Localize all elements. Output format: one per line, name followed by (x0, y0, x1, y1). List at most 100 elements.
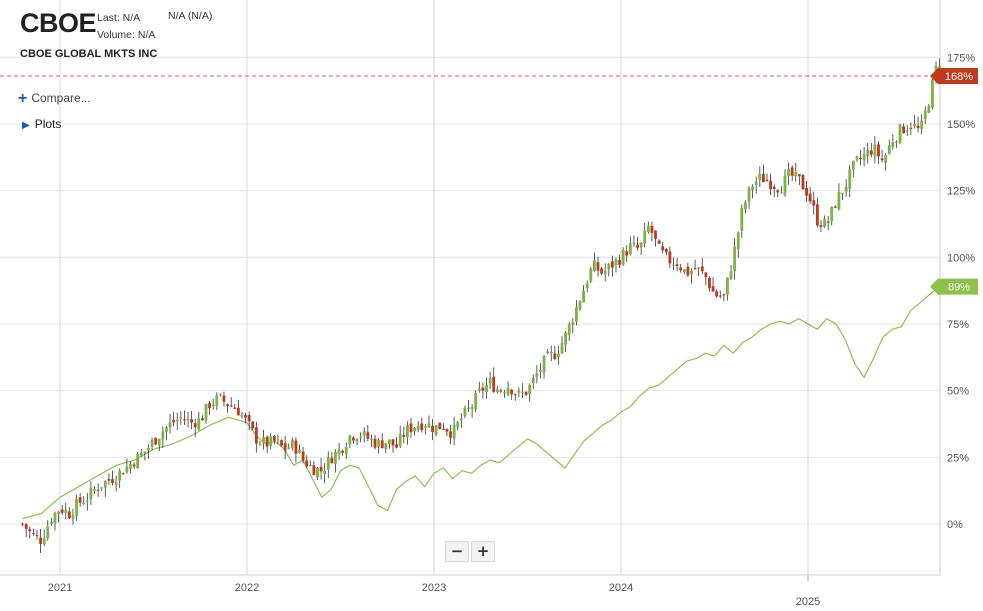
candle-body (204, 404, 208, 421)
candle-body (578, 301, 582, 310)
volume: Volume: N/A (97, 29, 156, 41)
candle-body (175, 419, 179, 422)
candle-body (71, 515, 75, 519)
candle-body (722, 294, 726, 296)
candle-body (334, 451, 337, 464)
candle-body (312, 465, 316, 476)
candle-body (524, 391, 528, 395)
candle-body (103, 481, 107, 488)
candle-body (139, 452, 143, 456)
candle-body (114, 482, 118, 485)
candle-body (531, 377, 535, 384)
candle-body (499, 390, 503, 392)
y-tick-label: 150% (947, 119, 975, 131)
candle-body (298, 449, 301, 454)
candle-body (672, 264, 675, 266)
candle-body (790, 167, 794, 176)
candle-body (553, 353, 557, 360)
candle-body (855, 156, 859, 160)
candle-body (600, 268, 603, 274)
candle-body (682, 269, 686, 273)
candle-body (869, 150, 873, 155)
candle-body (923, 110, 927, 120)
candle-body (517, 391, 521, 393)
y-axis: 0% 25% 50% 75% 100% 125% 150% 175% (947, 52, 975, 531)
compare-last-badge-shape (930, 278, 978, 295)
candle-body (913, 124, 916, 127)
candle-body (851, 160, 855, 170)
candlestick-series (21, 58, 942, 553)
candle-body (618, 260, 621, 265)
candle-body (352, 437, 355, 441)
candle-body (675, 264, 679, 267)
candle-body (452, 424, 456, 439)
candle-body (700, 266, 704, 272)
candle-body (844, 186, 848, 192)
candle-body (290, 439, 294, 449)
candle-body (488, 378, 492, 384)
candle-body (880, 158, 884, 161)
candle-body (100, 487, 104, 489)
candle-body (82, 502, 86, 505)
candle-body (535, 373, 539, 377)
candle-body (909, 127, 913, 129)
candle-body (416, 426, 420, 430)
candle-body (132, 464, 136, 467)
candle-body (819, 224, 823, 227)
candle-body (801, 174, 805, 190)
candle-body (898, 124, 902, 143)
candle-body (607, 263, 611, 270)
compare-button[interactable]: + Compare... (18, 90, 91, 108)
candle-body (603, 270, 607, 275)
candle-body (341, 450, 345, 453)
candle-body (121, 473, 125, 475)
plots-label: Plots (34, 117, 62, 131)
candle-body (564, 332, 568, 345)
candle-body (190, 419, 194, 423)
candle-body (161, 431, 165, 440)
compare-label: Compare... (31, 91, 91, 105)
candle-body (859, 157, 862, 159)
candle-body (222, 395, 226, 402)
candle-body (905, 130, 909, 132)
candle-body (46, 526, 50, 539)
candle-body (398, 434, 402, 447)
candle-body (625, 251, 629, 256)
candle-body (287, 447, 291, 449)
candle-body (585, 283, 589, 289)
candle-body (704, 272, 708, 278)
candle-body (679, 267, 683, 271)
x-tick-label: 2023 (422, 582, 446, 594)
candle-body (463, 407, 467, 417)
candle-body (449, 431, 452, 438)
candle-body (805, 188, 808, 196)
candle-body (528, 385, 532, 395)
candle-body (575, 307, 578, 322)
candle-body (301, 451, 305, 461)
candle-body (247, 415, 251, 422)
candle-body (211, 404, 215, 407)
candle-body (754, 181, 758, 185)
candle-body (765, 179, 769, 182)
candle-body (779, 192, 783, 194)
zoom-in-button[interactable]: + (471, 541, 495, 562)
candle-body (359, 436, 363, 438)
candle-body (567, 323, 571, 336)
candle-body (938, 65, 942, 68)
candle-body (636, 244, 639, 248)
plots-toggle[interactable]: ▶ Plots (22, 117, 61, 131)
candle-body (154, 438, 158, 445)
candle-body (459, 418, 463, 421)
zoom-out-button[interactable]: − (445, 541, 469, 562)
candle-body (776, 190, 780, 193)
candle-body (902, 126, 906, 134)
candle-body (384, 443, 388, 450)
symbol-header: CBOE Last: N/A Volume: N/A N/A (N/A) CBO… (0, 0, 225, 140)
x-tick-label: 2024 (609, 582, 633, 594)
candle-body (485, 384, 488, 392)
candle-body (884, 154, 888, 163)
candle-body (93, 489, 96, 491)
comparison-line-path (22, 286, 940, 520)
candle-body (916, 125, 920, 129)
